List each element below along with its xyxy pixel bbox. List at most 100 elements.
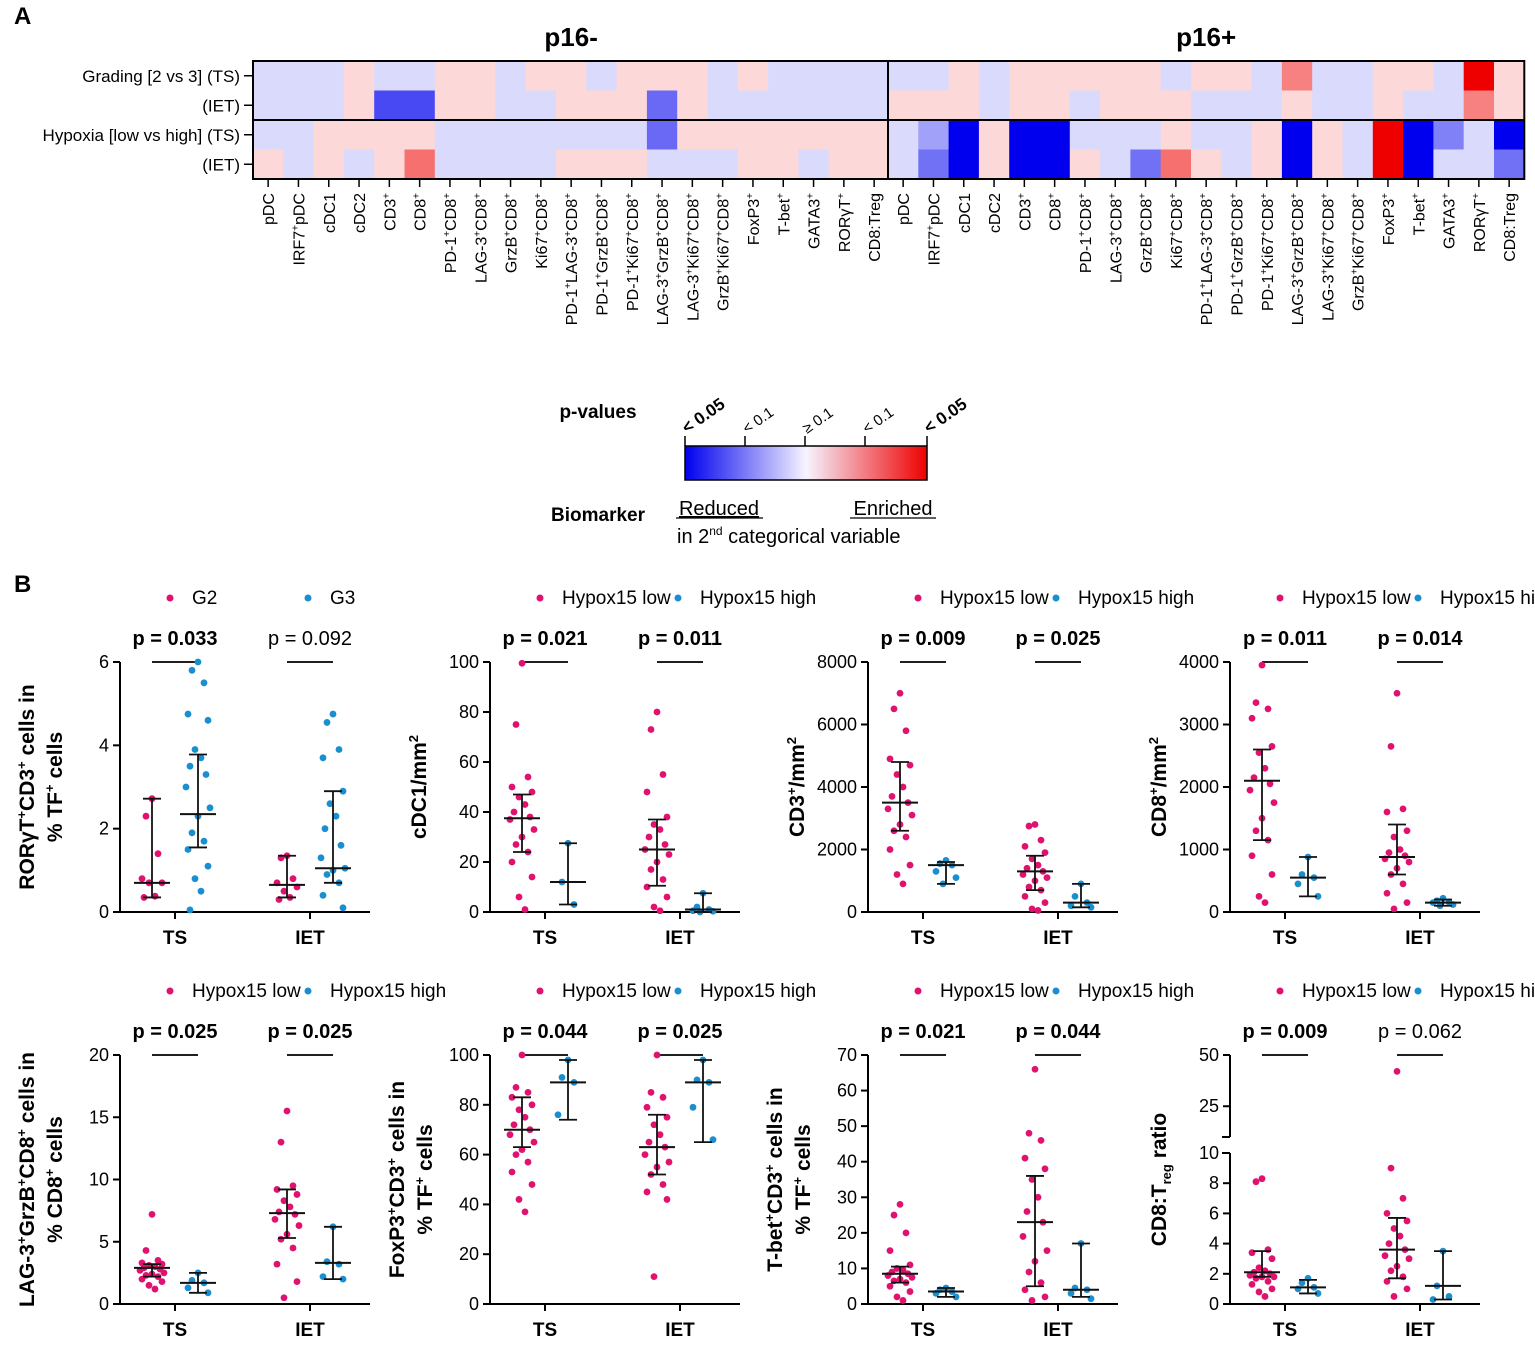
data-point [1270,1273,1278,1281]
heatmap-cell [948,120,980,151]
heatmap-cell [1069,120,1101,151]
heatmap-row-label: Grading [2 vs 3] (TS) [82,67,240,86]
y-tick-label: 3000 [1179,715,1219,735]
heatmap-cell [1191,149,1222,180]
y-tick-label: 10 [837,1258,857,1278]
heatmap-cell [707,149,739,180]
superscript: + [14,761,29,769]
superscript: 2 [406,735,421,742]
heatmap-cell [1221,120,1253,151]
data-point [1021,892,1029,900]
data-point [160,1269,168,1277]
data-point [1031,1065,1039,1073]
p-value-label: p = 0.025 [637,1021,722,1043]
legend-marker-low [166,987,174,995]
data-point [1252,1178,1260,1186]
label-part: LAG-3 [685,274,702,320]
data-point [896,1201,904,1208]
heatmap-cell [495,90,527,121]
heatmap-cell [948,149,980,180]
data-point [650,1273,658,1281]
x-tick-label-IET: IET [665,928,695,949]
heatmap-cell [828,149,860,180]
legend-entry: Hypox15 low [940,588,1049,609]
x-tick-label-TS: TS [911,1320,935,1341]
heatmap-cell [283,61,315,92]
superscript: + [624,269,635,275]
heatmap-cell [1221,90,1253,121]
data-point [650,1121,658,1129]
label-part: FoxP3 [1381,199,1398,245]
y-tick-label: 6000 [817,715,857,735]
data-point [339,1275,347,1283]
heatmap-cell [586,61,618,92]
y-tick-label: 4000 [1179,652,1219,672]
data-point [1264,1277,1272,1285]
heatmap-col-label: CD8+​ [412,193,430,231]
data-point [1023,864,1031,872]
heatmap-col-label: pDC [261,193,278,225]
data-point [1252,699,1260,707]
superscript: + [1168,193,1179,199]
data-point [1396,1232,1404,1240]
heatmap-cell [556,149,587,180]
superscript: + [384,1207,399,1215]
superscript: 2 [1146,737,1161,744]
data-point [661,841,669,848]
data-point [1385,849,1393,857]
data-point [512,1083,520,1091]
data-point [896,689,904,697]
y-axis-label: % TF+​ cells [42,732,67,842]
heatmap-cell [556,90,587,121]
heatmap-cell [707,61,739,92]
legend-entry: Hypox15 low [192,981,301,1002]
data-point [508,1168,516,1176]
data-point [1034,861,1042,869]
data-point [335,1260,343,1268]
legend-colorbar [684,445,928,481]
data-point [902,727,910,735]
x-tick-label-TS: TS [163,1320,187,1341]
label-part: CD8 [473,199,490,231]
dot-plot-8: 0 2 4 6 8 10 25 50 TS IET CD8:Treg​ ratio Hypox15 l… [1148,981,1535,1341]
data-point [1399,1194,1407,1202]
data-point [530,1138,538,1146]
y-tick-label: 70 [837,1045,857,1065]
heatmap-col-label: GrzB+​Ki67+​CD8+​ [1350,193,1368,311]
y-tick-label: 60 [459,1145,479,1165]
heatmap-cell [1251,120,1283,151]
heatmap-cell [1069,149,1101,180]
heatmap-col-label: GATA3+​ [1441,193,1459,249]
data-point [524,1158,532,1166]
panel-label-a: A [14,3,31,30]
heatmap-col-label: PD-1+​GrzB+​CD8+​ [593,193,611,316]
data-point [1383,1277,1391,1285]
heatmap-cell [798,90,830,121]
y-tick-label: 2000 [817,840,857,860]
data-point [1399,880,1407,888]
heatmap-cell [1191,120,1222,151]
subscript: reg [1159,1164,1174,1184]
data-point [1255,1288,1263,1296]
label-part: pDC [896,193,913,225]
heatmap-cell [434,120,466,151]
data-point [1383,889,1391,897]
heatmap-col-label: FoxP3+​ [745,193,763,245]
y-tick-label: 25 [1199,1096,1219,1116]
data-point [1268,742,1276,750]
data-point [191,746,199,753]
label-part: Ki67 [534,237,551,269]
superscript: + [381,193,392,199]
data-point [528,873,536,881]
data-point [277,1138,285,1146]
data-point [647,726,655,733]
superscript: + [1289,231,1300,237]
data-point [1264,705,1272,713]
data-point [289,1244,297,1252]
legend-marker-low [914,594,922,602]
heatmap-panel: p16-pDCIRF7+​pDCcDC1cDC2CD3+​CD8+​PD-1+​… [43,22,1526,325]
heatmap-cell [1403,120,1434,151]
data-point [506,1131,514,1139]
data-point [138,875,146,883]
heatmap-cell [1372,149,1404,180]
